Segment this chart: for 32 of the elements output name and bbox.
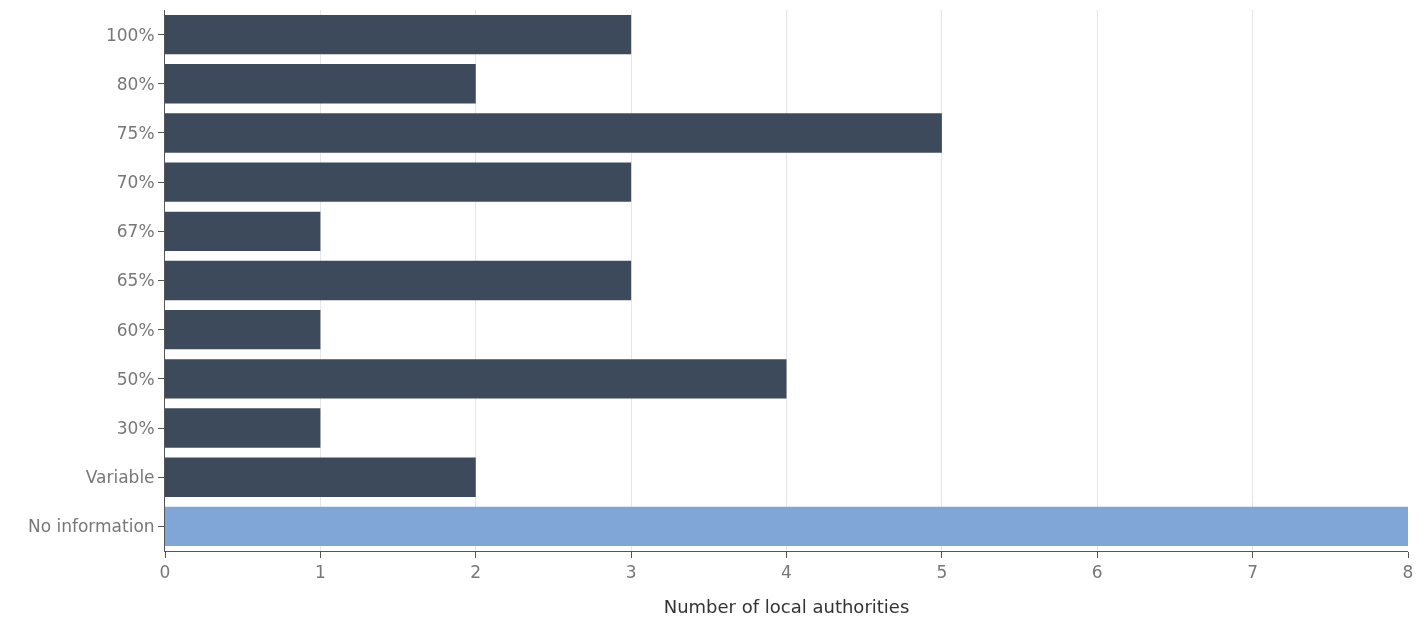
x-tick-label: 7 — [1247, 562, 1259, 583]
x-axis-title: Number of local authorities — [663, 595, 910, 617]
x-tick-label: 8 — [1402, 562, 1414, 583]
y-tick-label: Variable — [85, 467, 155, 488]
x-tick-label: 2 — [470, 562, 482, 583]
y-tick-label: 80% — [116, 73, 155, 94]
bar — [165, 64, 476, 104]
x-tick-label: 0 — [159, 562, 171, 583]
y-tick-label: 50% — [116, 368, 155, 389]
y-tick-label: 75% — [116, 122, 155, 143]
y-tick-label: 67% — [116, 221, 155, 242]
bar — [165, 260, 632, 301]
bar — [165, 310, 321, 350]
y-tick-label: 100% — [105, 24, 155, 45]
bar — [165, 14, 632, 55]
x-tick-label: 3 — [625, 562, 637, 583]
y-tick-label: 65% — [116, 270, 155, 291]
y-tick-label: 70% — [116, 172, 155, 193]
x-tick-label: 1 — [314, 562, 326, 583]
bar — [165, 457, 476, 497]
y-tick-label: 60% — [116, 319, 155, 340]
y-tick-label: No information — [27, 516, 155, 537]
bar — [165, 408, 321, 448]
bar — [165, 506, 1408, 547]
y-tick-label: 30% — [116, 418, 155, 438]
bar — [165, 211, 321, 251]
bar — [165, 113, 942, 153]
bar — [165, 359, 787, 399]
x-tick-label: 4 — [781, 562, 792, 583]
x-tick-label: 5 — [936, 562, 948, 583]
x-tick-label: 6 — [1091, 562, 1103, 583]
bar — [165, 162, 632, 202]
